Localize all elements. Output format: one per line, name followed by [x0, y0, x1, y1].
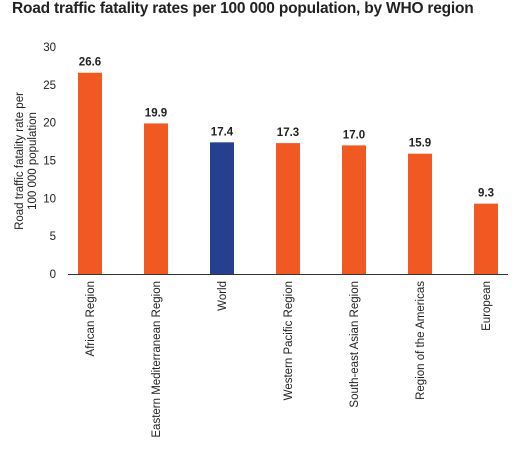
x-tick-label: South-east Asian Region [349, 281, 361, 408]
value-labels: 26.6 19.9 17.4 17.3 17.0 15.9 9.3 [79, 57, 494, 200]
chart-title: Road traffic fatality rates per 100 000 … [12, 0, 474, 17]
bar-0 [78, 72, 102, 274]
bars [78, 72, 498, 274]
value-label: 26.6 [79, 57, 101, 69]
y-tick-label: 0 [50, 269, 56, 281]
y-tick-label: 10 [43, 193, 56, 205]
value-label: 17.4 [211, 126, 234, 138]
y-axis-label-line-1: Road traffic fatality rate per [14, 92, 26, 230]
value-label: 15.9 [409, 138, 431, 150]
bar-3 [276, 143, 300, 274]
value-label: 17.3 [277, 127, 299, 139]
x-tick-label: Eastern Mediterranean Region [151, 281, 163, 438]
y-tick-label: 25 [43, 80, 56, 92]
value-label: 19.9 [145, 107, 167, 119]
bar-1 [144, 123, 168, 274]
y-axis-label-line-2: 100 000 population [27, 112, 39, 210]
y-tick-label: 30 [43, 42, 56, 54]
y-tick-label: 20 [43, 118, 56, 130]
bar-5 [408, 153, 432, 274]
x-tick-label: World [217, 281, 229, 311]
y-tick-label: 5 [50, 231, 56, 243]
x-tick-label: Western Pacific Region [283, 281, 295, 400]
y-axis-ticks: 0 5 10 15 20 25 30 [43, 42, 56, 281]
x-tick-label: European [481, 281, 493, 331]
y-tick-label: 15 [43, 156, 56, 168]
bar-2 [210, 142, 234, 274]
bar-4 [342, 145, 366, 274]
x-axis-ticks: African Region Eastern Mediterranean Regi… [85, 281, 493, 438]
value-label: 9.3 [478, 188, 494, 200]
value-label: 17.0 [343, 129, 365, 141]
x-tick-label: Region of the Americas [415, 281, 427, 400]
x-tick-label: African Region [85, 281, 97, 356]
bar-6 [474, 203, 498, 274]
